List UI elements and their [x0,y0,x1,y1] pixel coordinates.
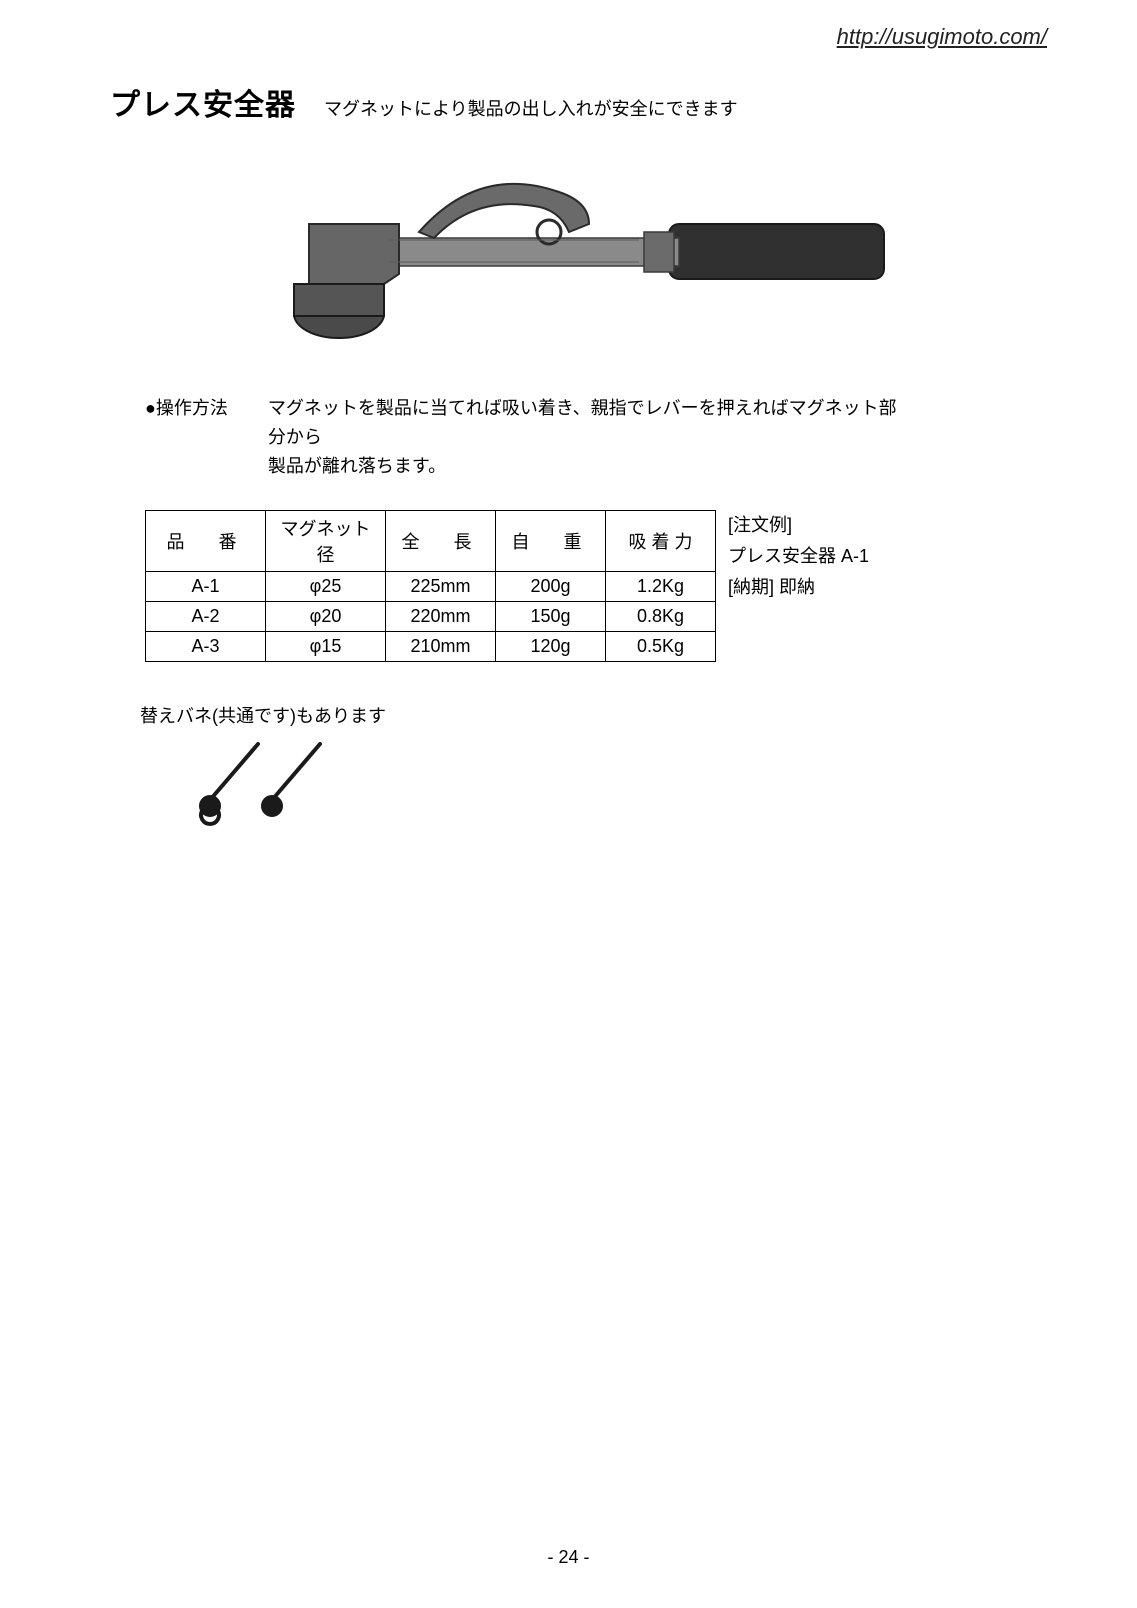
table-row: A-1 φ25 225mm 200g 1.2Kg [146,572,716,602]
operation-row: ●操作方法 マグネットを製品に当てれば吸い着き、親指でレバーを押えればマグネット… [145,394,1057,480]
table-header-row: 品 番 マグネット径 全 長 自 重 吸 着 力 [146,511,716,572]
product-title: プレス安全器 [110,80,296,124]
cell: 220mm [386,602,496,632]
cell: φ25 [266,572,386,602]
page-url: http://usugimoto.com/ [80,24,1057,50]
cell: 210mm [386,632,496,662]
order-example-value: プレス安全器 A-1 [728,541,869,572]
col-weight: 自 重 [496,511,606,572]
cell: 1.2Kg [606,572,716,602]
operation-desc-line2: 製品が離れ落ちます。 [268,456,446,476]
press-tool-icon [249,154,889,354]
operation-desc-line1: マグネットを製品に当てれば吸い着き、親指でレバーを押えればマグネット部分から [268,398,897,447]
cell: φ15 [266,632,386,662]
cell: 225mm [386,572,496,602]
spring-note: 替えバネ(共通です)もあります [140,702,1057,728]
cell: A-3 [146,632,266,662]
product-subtitle: マグネットにより製品の出し入れが安全にできます [324,95,738,121]
cell: 150g [496,602,606,632]
operation-label: ●操作方法 [145,394,228,420]
operation-description: マグネットを製品に当てれば吸い着き、親指でレバーを押えればマグネット部分から 製… [268,394,908,480]
col-length: 全 長 [386,511,496,572]
delivery-line: [納期] 即納 [728,572,869,603]
cell: 0.8Kg [606,602,716,632]
col-magnet-dia: マグネット径 [266,511,386,572]
col-force: 吸 着 力 [606,511,716,572]
cell: φ20 [266,602,386,632]
springs-icon [170,738,340,828]
spec-table-wrap: 品 番 マグネット径 全 長 自 重 吸 着 力 A-1 φ25 225mm 2… [145,510,1057,662]
col-part-no: 品 番 [146,511,266,572]
page-number: - 24 - [0,1547,1137,1568]
spec-table: 品 番 マグネット径 全 長 自 重 吸 着 力 A-1 φ25 225mm 2… [145,510,716,662]
order-notes: [注文例] プレス安全器 A-1 [納期] 即納 [728,510,869,602]
table-row: A-2 φ20 220mm 150g 0.8Kg [146,602,716,632]
cell: 0.5Kg [606,632,716,662]
spring-figure [170,738,1057,833]
cell: 120g [496,632,606,662]
cell: A-1 [146,572,266,602]
order-example-label: [注文例] [728,510,869,541]
cell: 200g [496,572,606,602]
table-row: A-3 φ15 210mm 120g 0.5Kg [146,632,716,662]
title-row: プレス安全器 マグネットにより製品の出し入れが安全にできます [110,80,1057,124]
cell: A-2 [146,602,266,632]
product-figure [80,154,1057,354]
